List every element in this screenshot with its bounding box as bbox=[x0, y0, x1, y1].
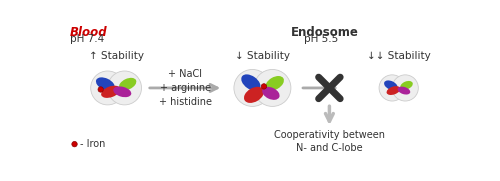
Text: - Iron: - Iron bbox=[80, 139, 106, 149]
Text: pH 7.4: pH 7.4 bbox=[70, 34, 104, 44]
Ellipse shape bbox=[119, 78, 136, 90]
Ellipse shape bbox=[242, 74, 260, 91]
Circle shape bbox=[392, 75, 418, 101]
Ellipse shape bbox=[114, 86, 132, 97]
Ellipse shape bbox=[244, 87, 264, 103]
Ellipse shape bbox=[101, 86, 120, 98]
Text: ↓ Stability: ↓ Stability bbox=[235, 51, 290, 61]
Circle shape bbox=[90, 71, 124, 105]
Circle shape bbox=[379, 75, 405, 101]
Ellipse shape bbox=[262, 87, 280, 100]
Circle shape bbox=[262, 84, 266, 89]
Ellipse shape bbox=[266, 76, 284, 91]
Ellipse shape bbox=[96, 77, 114, 91]
Text: ↑ Stability: ↑ Stability bbox=[88, 51, 144, 61]
Ellipse shape bbox=[384, 80, 398, 90]
Circle shape bbox=[72, 142, 77, 147]
Text: Blood: Blood bbox=[70, 26, 108, 39]
Circle shape bbox=[234, 70, 271, 106]
Ellipse shape bbox=[400, 81, 413, 90]
Circle shape bbox=[254, 70, 291, 106]
Text: pH 5.5: pH 5.5 bbox=[304, 34, 338, 44]
Ellipse shape bbox=[398, 87, 410, 94]
Ellipse shape bbox=[386, 86, 400, 95]
Circle shape bbox=[98, 87, 103, 92]
Text: + NaCl
+ arginine
+ histidine: + NaCl + arginine + histidine bbox=[159, 69, 212, 107]
Text: Endosome: Endosome bbox=[291, 26, 359, 39]
Text: Cooperativity between
N- and C-lobe: Cooperativity between N- and C-lobe bbox=[274, 130, 385, 153]
Text: ↓↓ Stability: ↓↓ Stability bbox=[367, 51, 430, 61]
Circle shape bbox=[108, 71, 142, 105]
